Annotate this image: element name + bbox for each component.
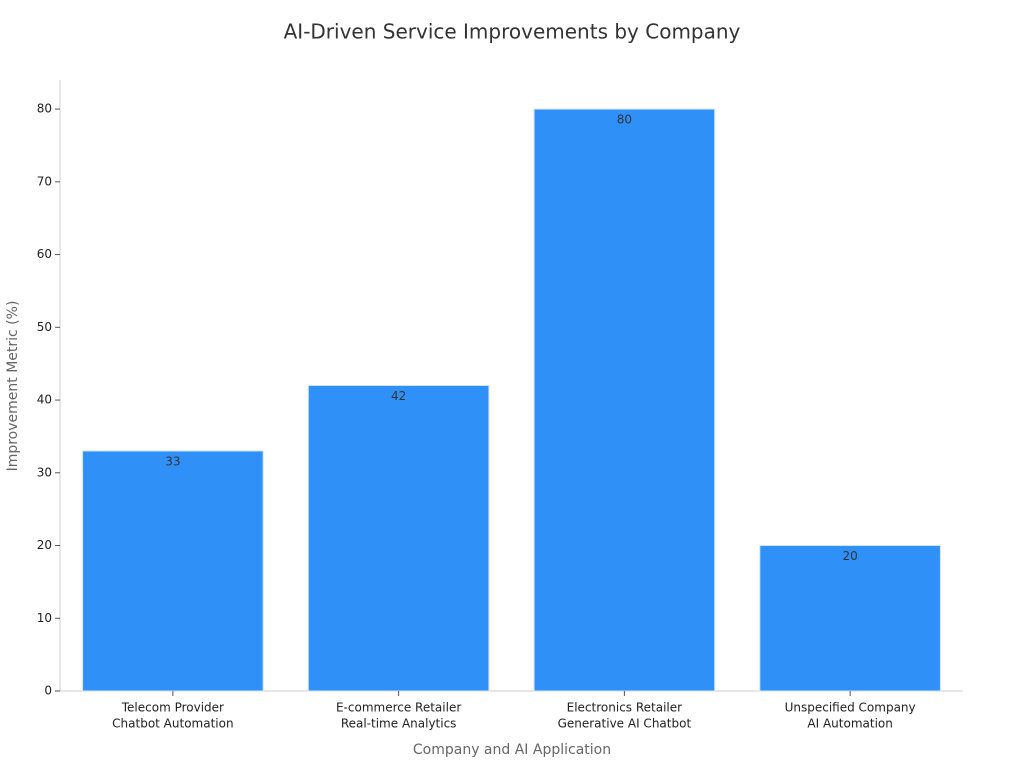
y-tick-label: 60 xyxy=(37,247,52,261)
x-axis-title: Company and AI Application xyxy=(413,742,611,758)
bar xyxy=(307,385,490,692)
bar xyxy=(759,545,941,692)
value-label: 33 xyxy=(165,454,180,468)
x-tick-label: Telecom Provider xyxy=(121,701,224,715)
chart-title: AI-Driven Service Improvements by Compan… xyxy=(284,20,741,44)
y-tick-label: 40 xyxy=(37,393,52,407)
x-tick-label: E-commerce Retailer xyxy=(336,701,461,715)
x-tick-label: Generative AI Chatbot xyxy=(558,717,692,731)
y-tick-label: 20 xyxy=(37,538,52,552)
y-tick-label: 50 xyxy=(37,320,52,334)
x-tick-label: AI Automation xyxy=(807,717,892,731)
y-tick-label: 10 xyxy=(37,611,52,625)
bar xyxy=(533,108,716,692)
y-tick-label: 30 xyxy=(37,465,52,479)
x-tick-label: Chatbot Automation xyxy=(112,717,233,731)
value-label: 42 xyxy=(391,389,406,403)
x-tick-label: Real-time Analytics xyxy=(341,717,457,731)
y-tick-label: 70 xyxy=(37,174,52,188)
y-axis-title: Improvement Metric (%) xyxy=(5,301,21,472)
value-label: 80 xyxy=(617,113,632,127)
x-tick-label: Unspecified Company xyxy=(785,701,916,715)
value-label: 20 xyxy=(842,549,857,563)
x-tick-label: Electronics Retailer xyxy=(567,701,683,715)
bar xyxy=(82,450,264,692)
y-tick-label: 80 xyxy=(37,102,52,116)
y-tick-label: 0 xyxy=(44,684,52,698)
